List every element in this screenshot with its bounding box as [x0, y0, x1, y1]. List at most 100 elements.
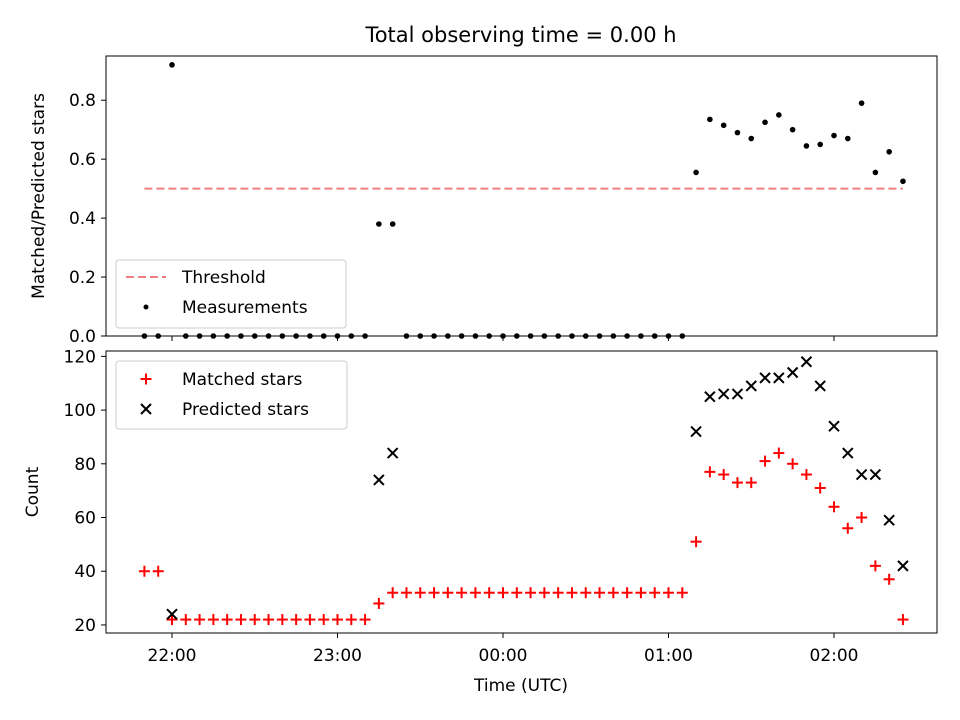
- matched-star-point: [607, 587, 619, 599]
- matched-star-point: [649, 587, 661, 599]
- measurement-point: [720, 122, 727, 129]
- matched-star-point: [235, 614, 247, 626]
- bottom-ytick-label: 20: [74, 616, 96, 636]
- matched-star-point: [469, 587, 481, 599]
- matched-star-point: [483, 587, 495, 599]
- predicted-star-point: [842, 447, 854, 459]
- top-legend-measurements-label: Measurements: [182, 298, 308, 318]
- matched-star-point: [663, 587, 674, 599]
- matched-star-point: [883, 573, 895, 585]
- measurement-point: [376, 221, 382, 227]
- predicted-star-point-b: [814, 380, 826, 392]
- matched-star-point: [787, 458, 799, 470]
- predicted-star-point-b: [800, 356, 813, 368]
- predicted-star-point: [773, 372, 785, 384]
- matched-star-point: [731, 477, 743, 489]
- bottom-panel-ylabel: Count: [23, 466, 43, 517]
- x-tick-label: 02:00: [810, 646, 859, 666]
- predicted-star-point: [897, 560, 909, 572]
- measurement-point: [900, 178, 906, 185]
- legend-x-marker: [140, 403, 152, 415]
- bottom-legend-matched-swatch: [140, 373, 152, 385]
- legend-plus-marker: [140, 373, 152, 385]
- matched-star-point: [263, 614, 275, 626]
- matched-star-point: [290, 614, 302, 626]
- predicted-star-point: [166, 608, 178, 620]
- predicted-star-point-b: [745, 380, 757, 392]
- top-ytick-label: 0.0: [69, 327, 96, 347]
- matched-star-point: [869, 560, 881, 572]
- top-legend: Threshold Measurements: [115, 259, 347, 329]
- top-panel-ticks: 0.0 0.2 0.4 0.6 0.8: [69, 91, 835, 347]
- matched-star-point: [221, 614, 233, 626]
- bottom-legend: Matched stars Predicted stars: [115, 360, 348, 430]
- bottom-ytick-label: 100: [64, 401, 96, 421]
- top-legend-threshold-label: Threshold: [181, 268, 266, 288]
- predicted-star-point: [731, 388, 744, 400]
- matched-star-point: [207, 614, 219, 626]
- top-ytick-label: 0.2: [69, 268, 96, 288]
- measurement-point: [858, 100, 865, 106]
- matched-star-point: [359, 614, 371, 626]
- matched-star-point: [525, 587, 537, 599]
- predicted-star-point-b: [717, 388, 730, 400]
- predicted-star-point: [704, 390, 716, 403]
- predicted-star-point: [883, 514, 895, 526]
- predicted-star-point: [759, 372, 771, 384]
- predicted-star-point-b: [869, 468, 882, 481]
- predicted-star-point-b: [166, 608, 178, 620]
- x-tick-label: 00:00: [479, 646, 528, 666]
- predicted-star-point: [786, 366, 799, 379]
- predicted-star-point: [855, 468, 868, 481]
- measurement-point: [693, 169, 699, 176]
- matched-star-point: [456, 587, 468, 599]
- x-tick-label: 01:00: [644, 646, 693, 666]
- predicted-star-point: [690, 425, 702, 438]
- predicted-star-point-b: [690, 425, 702, 438]
- measurement-point: [169, 62, 175, 68]
- predicted-star-point: [386, 447, 399, 459]
- matched-star-point: [800, 469, 812, 481]
- top-panel-marks: [141, 62, 906, 339]
- top-panel-frame: [105, 55, 938, 337]
- matched-star-point: [897, 614, 909, 626]
- bottom-panel-ticks: 20 40 60 80 100 120 22:00 23:00 00:00 01:00 02:00: [64, 347, 859, 666]
- bottom-legend-box: [115, 360, 348, 430]
- matched-star-point: [249, 614, 261, 626]
- measurement-point: [886, 148, 892, 155]
- matched-star-point: [635, 587, 647, 599]
- x-tick-label: 22:00: [148, 646, 197, 666]
- predicted-star-point-b: [759, 372, 771, 384]
- matched-star-point: [497, 587, 509, 599]
- matched-star-point: [166, 614, 178, 626]
- measurement-point: [831, 132, 837, 139]
- matched-star-point: [856, 512, 868, 524]
- matched-star-point: [676, 587, 688, 599]
- matched-star-point: [414, 587, 426, 599]
- matched-star-point: [552, 587, 564, 599]
- measurement-point: [748, 135, 755, 142]
- predicted-star-point-b: [855, 468, 868, 481]
- measurement-point: [817, 141, 824, 148]
- matched-star-point: [690, 536, 702, 548]
- top-legend-measurements-swatch: [143, 304, 149, 310]
- bottom-panel-marks: [138, 356, 909, 626]
- matched-star-point: [373, 597, 385, 609]
- bottom-legend-matched-label: Matched stars: [182, 370, 302, 390]
- bottom-legend-predicted-swatch: [140, 403, 152, 415]
- matched-star-point: [828, 501, 840, 513]
- matched-star-point: [442, 587, 454, 599]
- matched-star-point: [194, 614, 206, 626]
- measurement-point: [389, 221, 396, 227]
- matched-star-point: [745, 477, 757, 489]
- matched-star-point: [345, 614, 357, 626]
- bottom-ytick-label: 80: [74, 455, 96, 475]
- bottom-ytick-label: 40: [74, 562, 96, 582]
- predicted-star-point: [717, 388, 730, 400]
- predicted-star-point: [869, 468, 882, 481]
- bottom-ytick-label: 120: [64, 347, 96, 367]
- measurement-point: [762, 119, 768, 126]
- top-ytick-label: 0.4: [69, 209, 96, 229]
- predicted-star-point-b: [897, 560, 909, 572]
